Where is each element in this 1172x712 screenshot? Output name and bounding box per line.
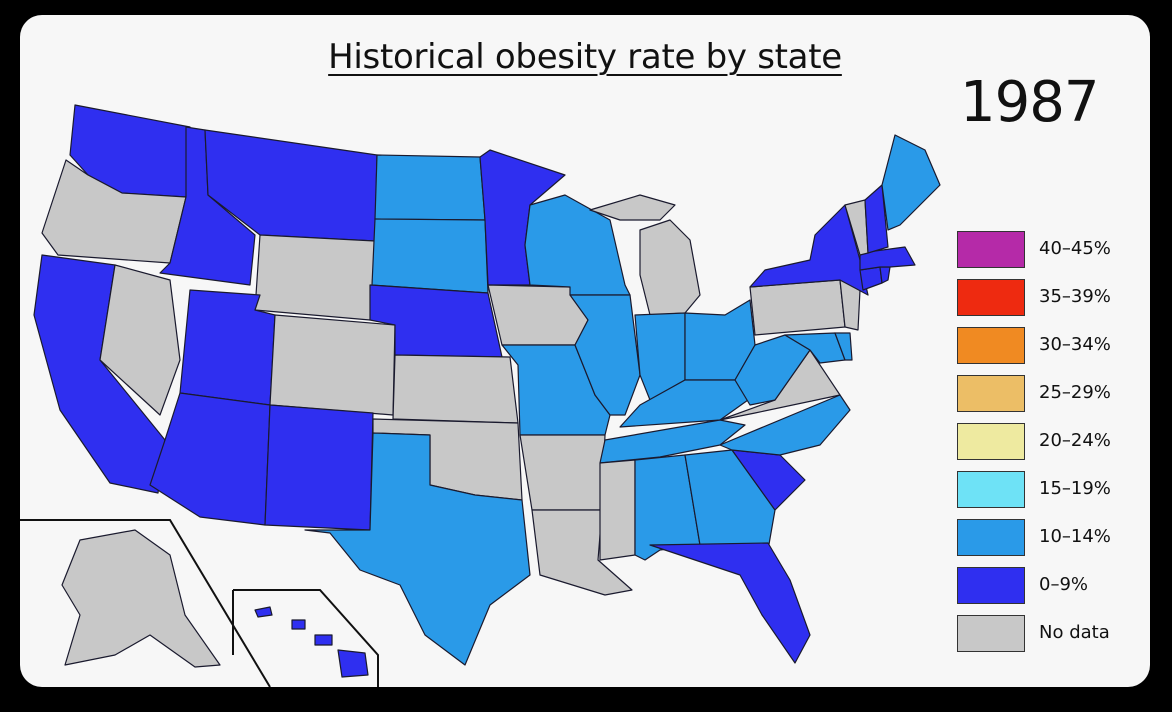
legend-swatch [957, 231, 1025, 268]
legend-item: 20–24% [957, 423, 1137, 463]
state-ct [859, 266, 883, 291]
legend-item: 15–19% [957, 471, 1137, 511]
legend-item: No data [957, 615, 1137, 655]
legend-label: 15–19% [1039, 478, 1111, 499]
legend-label: 25–29% [1039, 382, 1111, 403]
legend-swatch [957, 519, 1025, 556]
legend-swatch [957, 375, 1025, 412]
legend-label: 10–14% [1039, 526, 1111, 547]
legend-label: 35–39% [1039, 286, 1111, 307]
state-mi [589, 194, 701, 316]
legend-swatch [957, 279, 1025, 316]
state-md [784, 332, 846, 364]
legend-item: 25–29% [957, 375, 1137, 415]
legend-item: 10–14% [957, 519, 1137, 559]
legend-label: 30–34% [1039, 334, 1111, 355]
map-title: Historical obesity rate by state [328, 37, 842, 77]
legend-item: 40–45% [957, 231, 1137, 271]
state-nd [374, 154, 486, 221]
year-label: 1987 [960, 70, 1100, 135]
state-pa [749, 279, 846, 336]
legend-swatch [957, 615, 1025, 652]
state-ga [684, 449, 776, 551]
state-hi [254, 606, 369, 678]
state-ar [519, 434, 606, 511]
state-ms [599, 459, 636, 561]
state-nv [99, 264, 181, 416]
state-fl [649, 542, 811, 664]
state-co [269, 314, 396, 416]
legend-swatch [957, 423, 1025, 460]
legend-label: 40–45% [1039, 238, 1111, 259]
state-ri [879, 266, 891, 284]
state-sd [371, 218, 489, 294]
state-me [881, 134, 941, 231]
hawaii-inset-border [233, 589, 379, 687]
state-ak [61, 529, 221, 668]
state-wy [254, 234, 376, 321]
legend-swatch [957, 471, 1025, 508]
state-tx [304, 432, 531, 666]
state-ks [392, 354, 519, 424]
map-panel: Historical obesity rate by state 1987 [20, 15, 1150, 687]
state-de [834, 332, 853, 361]
legend-swatch [957, 567, 1025, 604]
state-ma [859, 246, 916, 271]
legend-label: 20–24% [1039, 430, 1111, 451]
legend-label: 0–9% [1039, 574, 1089, 595]
state-nh [864, 184, 889, 254]
state-ky [619, 379, 756, 428]
legend-item: 35–39% [957, 279, 1137, 319]
state-az [149, 392, 271, 526]
alaska-inset-border [20, 519, 271, 687]
legend-label: No data [1039, 622, 1110, 643]
legend-swatch [957, 327, 1025, 364]
state-va [719, 349, 841, 421]
us-map [20, 104, 941, 687]
legend-item: 30–34% [957, 327, 1137, 367]
legend-item: 0–9% [957, 567, 1137, 607]
state-nm [264, 404, 374, 531]
state-il [569, 294, 641, 416]
